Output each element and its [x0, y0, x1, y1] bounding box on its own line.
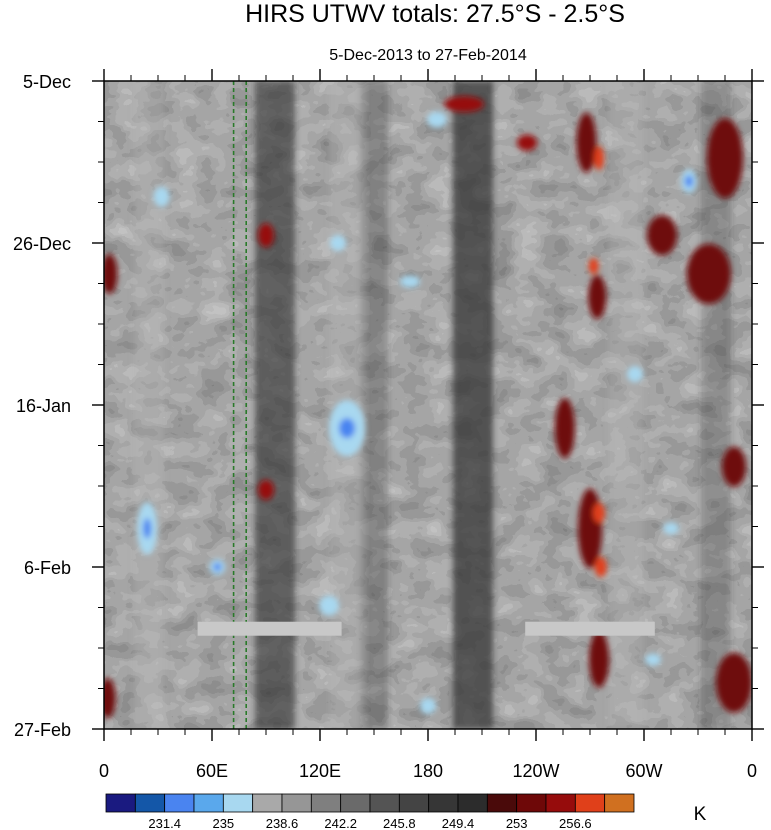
y-tick-label: 5-Dec: [23, 72, 71, 92]
colorbar-swatch: [310, 793, 342, 813]
y-tick-label: 16-Jan: [16, 396, 71, 416]
cold-anomaly: [330, 235, 346, 251]
colorbar-swatch: [428, 793, 459, 813]
cold-peak: [339, 418, 355, 439]
moist-band: [608, 81, 644, 729]
colorbar-swatch: [369, 793, 400, 813]
warm-anomaly: [554, 398, 575, 459]
cold-anomaly: [420, 697, 436, 714]
warm-peak: [588, 258, 599, 275]
warm-anomaly: [686, 243, 731, 304]
dry-band: [360, 81, 388, 729]
warm-anomaly: [104, 253, 118, 294]
warm-anomaly: [444, 96, 484, 113]
dry-band: [453, 81, 493, 729]
chart-title: HIRS UTWV totals: 27.5°S - 2.5°S: [245, 0, 625, 28]
warm-anomaly: [647, 215, 677, 256]
y-tick-label: 6-Feb: [24, 558, 71, 578]
colorbar: 231.4 235 238.6 242.2 245.8 249.4 253 256.6: [105, 793, 635, 830]
cold-anomaly: [400, 275, 420, 288]
missing-data-bar: [525, 621, 655, 636]
cold-anomaly: [427, 111, 447, 128]
cold-anomaly: [663, 522, 679, 535]
colorbar-swatch: [574, 793, 606, 813]
colorbar-swatch: [164, 793, 195, 813]
cold-peak: [213, 563, 222, 571]
colorbar-swatch: [486, 793, 518, 813]
cold-peak: [685, 175, 693, 188]
colorbar-swatch: [281, 793, 312, 813]
warm-anomaly: [258, 223, 274, 248]
x-tick-label: 0: [747, 761, 757, 781]
warm-anomaly: [104, 678, 116, 719]
x-tick-label: 60W: [625, 761, 662, 781]
x-tick-label: 60E: [196, 761, 228, 781]
contour-field: [104, 81, 752, 729]
warm-anomaly: [517, 134, 537, 151]
colorbar-label: 245.8: [383, 816, 416, 830]
warm-anomaly: [258, 479, 274, 500]
x-tick-label: 0: [99, 761, 109, 781]
warm-anomaly: [716, 652, 752, 713]
colorbar-swatch: [398, 793, 430, 813]
cold-anomaly: [645, 653, 661, 666]
colorbar-swatch: [222, 793, 254, 813]
colorbar-swatch: [193, 793, 224, 813]
moist-band: [134, 81, 164, 729]
x-tick-label: 120E: [299, 761, 341, 781]
missing-data-bar: [197, 621, 342, 636]
warm-anomaly: [722, 446, 746, 487]
x-tick-label: 180: [413, 761, 443, 781]
cold-anomaly: [627, 366, 643, 383]
cold-anomaly: [319, 595, 339, 616]
warm-anomaly: [707, 118, 743, 199]
warm-anomaly: [588, 275, 607, 319]
colorbar-swatch: [457, 793, 488, 813]
colorbar-label: 238.6: [266, 816, 299, 830]
y-tick-label: 26-Dec: [13, 234, 71, 254]
warm-anomaly: [578, 488, 602, 569]
cold-anomaly: [153, 186, 170, 207]
warm-anomaly: [576, 112, 597, 173]
colorbar-label: 242.2: [324, 816, 357, 830]
colorbar-label: 249.4: [442, 816, 475, 830]
y-tick-label: 27-Feb: [14, 720, 71, 740]
colorbar-label: 231.4: [148, 816, 181, 830]
colorbar-unit: K: [694, 804, 707, 825]
colorbar-swatch: [105, 793, 136, 813]
colorbar-label: 256.6: [559, 816, 592, 830]
dry-band: [255, 81, 295, 729]
colorbar-label: 253: [506, 816, 528, 830]
warm-anomaly: [589, 631, 609, 688]
colorbar-swatch: [252, 793, 283, 813]
cold-peak: [143, 518, 152, 539]
colorbar-swatch: [604, 793, 635, 813]
warm-peak: [594, 557, 607, 577]
colorbar-swatch: [516, 793, 547, 813]
colorbar-swatch: [545, 793, 576, 813]
colorbar-label: 235: [212, 816, 234, 830]
colorbar-swatch: [340, 793, 371, 813]
warm-peak: [593, 503, 605, 523]
x-tick-label: 120W: [512, 761, 559, 781]
warm-peak: [594, 146, 604, 171]
colorbar-swatch: [134, 793, 166, 813]
chart-subtitle: 5-Dec-2013 to 27-Feb-2014: [329, 47, 527, 64]
